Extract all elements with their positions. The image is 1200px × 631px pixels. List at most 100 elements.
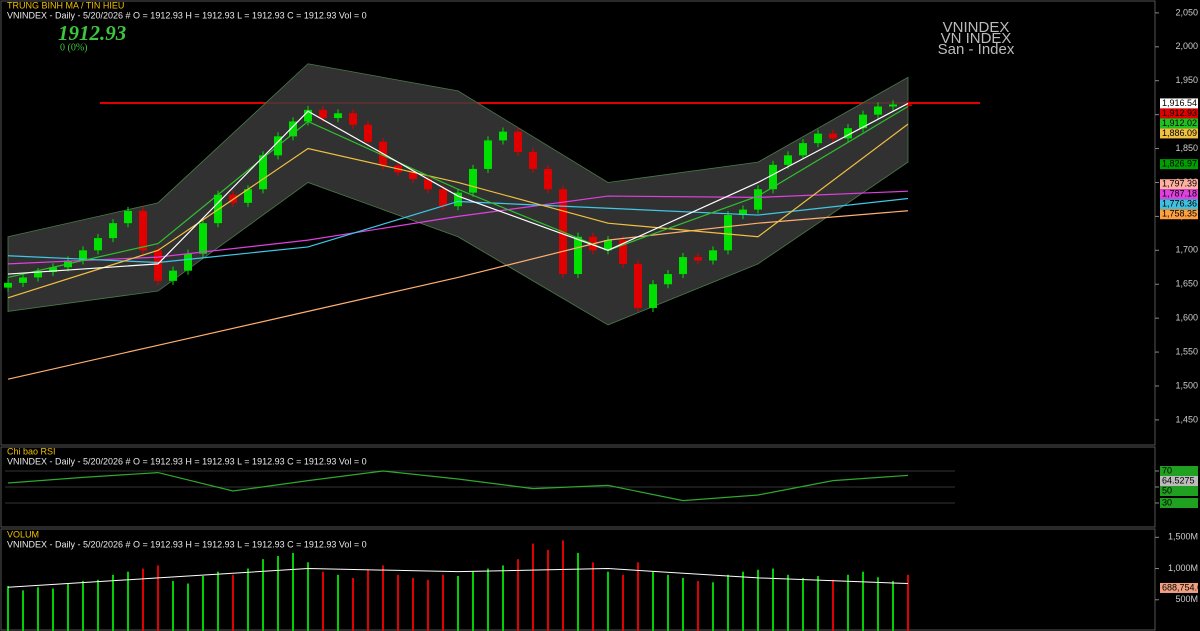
price-tag [1160, 199, 1198, 210]
volume-bar [742, 571, 744, 631]
volume-bar [427, 579, 429, 631]
volume-bar [562, 540, 564, 631]
indicator-line [7, 123, 909, 299]
watermark: San - Index [938, 41, 1015, 58]
last-price: 1912.93 [58, 21, 126, 45]
indicator-line [7, 470, 909, 502]
panel-subtitle: VNINDEX - Daily - 5/20/2026 # O = 1912.9… [7, 539, 367, 549]
price-tag [1160, 118, 1198, 129]
y-tick-label: 1,500 [1175, 380, 1198, 390]
y-tick-label: 2,000 [1175, 41, 1198, 51]
volume-bar [532, 543, 534, 631]
volume-bar [412, 577, 414, 631]
price-tag-label: 50 [1162, 485, 1172, 495]
candle-body [319, 109, 327, 119]
candle-body [49, 267, 57, 273]
y-tick-label: 500M [1175, 594, 1198, 604]
volume-bar [367, 569, 369, 631]
volume-bar [232, 574, 234, 631]
volume-bar [442, 574, 444, 631]
y-tick-label: 1,650 [1175, 279, 1198, 289]
candle-body [124, 210, 132, 224]
panel-title: TRUNG BINH MA / TIN HIEU [7, 0, 124, 10]
price-tag-label: 1,912.93 [1162, 108, 1197, 118]
volume-bar [862, 571, 864, 631]
volume-bar [247, 568, 249, 631]
volume-bar [457, 576, 459, 631]
indicator-line [7, 102, 909, 275]
price-tag [1160, 486, 1198, 496]
candle-body [679, 257, 687, 275]
volume-bar [337, 574, 339, 631]
candle-body [424, 179, 432, 190]
price-tag-label: 1,776.36 [1162, 199, 1197, 209]
candle-body [544, 168, 552, 190]
price-tag-label: 1,916.54 [1162, 98, 1197, 108]
price-tag [1160, 209, 1198, 220]
candle-body [664, 274, 672, 285]
candle-body [79, 250, 87, 261]
candle-body [739, 209, 747, 216]
indicator-line [7, 190, 909, 265]
volume-bar [202, 576, 204, 631]
volume-bar [112, 574, 114, 631]
y-tick-label: 1,850 [1175, 143, 1198, 153]
candle-body [364, 124, 372, 142]
volume-bar [262, 559, 264, 631]
volume-bar [667, 574, 669, 631]
panel-subtitle: VNINDEX - Daily - 5/20/2026 # O = 1912.9… [7, 10, 367, 20]
y-tick-label: 1,700 [1175, 245, 1198, 255]
candle-body [199, 223, 207, 254]
candle-body [514, 131, 522, 152]
candle-body [154, 250, 162, 281]
candle-body [94, 238, 102, 251]
candle-body [604, 240, 612, 251]
candle-body [244, 189, 252, 203]
candle-body [289, 121, 297, 137]
volume-bar [322, 571, 324, 631]
candle-body [724, 215, 732, 251]
candle-body [904, 104, 912, 106]
candle-body [439, 189, 447, 207]
volume-bar [97, 579, 99, 631]
volume-bar [502, 565, 504, 631]
price-tag [1160, 498, 1198, 508]
volume-bar [187, 583, 189, 631]
candle-body [184, 253, 192, 271]
volume-bar [592, 562, 594, 631]
candle-body [109, 223, 117, 239]
price-tag [1160, 108, 1198, 119]
volume-bar [712, 582, 714, 631]
candle-body [304, 109, 312, 122]
y-tick-label: 1,600 [1175, 313, 1198, 323]
volume-bar [127, 571, 129, 631]
main-panel [0, 0, 1156, 446]
candle-body [859, 114, 867, 129]
volume-bar [307, 562, 309, 631]
volume-bar [67, 583, 69, 631]
price-tag [1160, 582, 1198, 593]
candle-body [529, 151, 537, 169]
candle-body [19, 277, 27, 283]
panel-subtitle: VNINDEX - Daily - 5/20/2026 # O = 1912.9… [7, 456, 367, 466]
candle-body [139, 210, 147, 251]
panel-title: Chi bao RSI [7, 446, 56, 456]
price-tag-label: 1,787.18 [1162, 189, 1197, 199]
volume-bar [832, 579, 834, 631]
price-tag-label: 70 [1162, 465, 1172, 475]
candle-body [784, 155, 792, 165]
volume-bar [652, 571, 654, 631]
candle-body [484, 140, 492, 169]
price-tag-label: 688,754.6 [1162, 582, 1200, 592]
price-change: 0 (0%) [60, 42, 88, 53]
y-tick-label: 1,000M [1168, 563, 1198, 573]
volume-bar [472, 571, 474, 631]
volume-ma-line [7, 568, 909, 588]
volume-bar [37, 587, 39, 631]
volume-bar [7, 586, 9, 631]
price-tag-label: 1,826.97 [1162, 159, 1197, 169]
volume-bar [217, 571, 219, 631]
candle-body [574, 236, 582, 275]
candle-body [34, 272, 42, 278]
y-tick-label: 1,550 [1175, 346, 1198, 356]
